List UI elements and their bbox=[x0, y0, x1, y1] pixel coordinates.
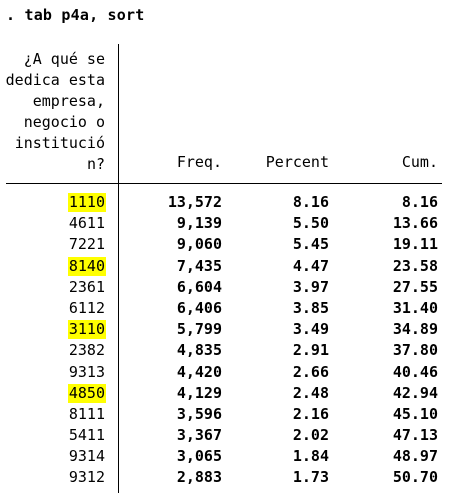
cum-column-header: Cum. bbox=[401, 153, 438, 171]
percent-cell: 2.02 bbox=[292, 426, 329, 445]
percent-cell: 5.45 bbox=[292, 235, 329, 254]
percent-cell: 3.49 bbox=[292, 320, 329, 339]
freq-cell: 3,596 bbox=[176, 404, 222, 423]
freq-column-header: Freq. bbox=[176, 153, 222, 171]
cum-cell: 40.46 bbox=[392, 362, 438, 381]
variable-label-line: negocio o bbox=[23, 113, 105, 131]
table-row: 1110 13,572 8.16 8.16 bbox=[0, 193, 470, 214]
percent-cell: 4.47 bbox=[292, 256, 329, 275]
variable-label-line: dedica esta bbox=[5, 71, 105, 89]
stata-command: . tab p4a, sort bbox=[6, 6, 145, 24]
category-code: 2361 bbox=[68, 277, 105, 296]
variable-label-line: ¿A qué se bbox=[23, 50, 105, 68]
cum-cell: 47.13 bbox=[392, 426, 438, 445]
freq-cell: 5,799 bbox=[176, 320, 222, 339]
percent-cell: 1.73 bbox=[292, 468, 329, 487]
freq-cell: 3,065 bbox=[176, 447, 222, 466]
cum-cell: 34.89 bbox=[392, 320, 438, 339]
column-separator-vertical bbox=[118, 44, 119, 493]
category-code: 9312 bbox=[68, 468, 105, 487]
cum-cell: 48.97 bbox=[392, 447, 438, 466]
table-row: 2361 6,604 3.97 27.55 bbox=[0, 278, 470, 299]
category-code: 9313 bbox=[68, 362, 105, 381]
category-code: 6112 bbox=[68, 298, 105, 317]
cum-cell: 31.40 bbox=[392, 298, 438, 317]
category-code: 5411 bbox=[68, 426, 105, 445]
percent-cell: 2.16 bbox=[292, 404, 329, 423]
table-row: 5411 3,367 2.02 47.13 bbox=[0, 426, 470, 447]
category-code: 4611 bbox=[68, 214, 105, 233]
table-row: 8140 7,435 4.47 23.58 bbox=[0, 256, 470, 278]
table-row: 4611 9,139 5.50 13.66 bbox=[0, 214, 470, 235]
percent-cell: 3.97 bbox=[292, 277, 329, 296]
freq-cell: 9,139 bbox=[176, 214, 222, 233]
freq-cell: 7,435 bbox=[176, 256, 222, 275]
cum-cell: 19.11 bbox=[392, 235, 438, 254]
freq-cell: 4,835 bbox=[176, 341, 222, 360]
frequency-table-body: 1110 13,572 8.16 8.16 4611 9,139 5.50 13… bbox=[0, 193, 470, 490]
freq-cell: 4,129 bbox=[176, 383, 222, 402]
table-row: 4850 4,129 2.48 42.94 bbox=[0, 383, 470, 405]
table-row: 6112 6,406 3.85 31.40 bbox=[0, 299, 470, 320]
freq-cell: 2,883 bbox=[176, 468, 222, 487]
percent-cell: 8.16 bbox=[292, 193, 329, 211]
table-row: 8111 3,596 2.16 45.10 bbox=[0, 405, 470, 426]
percent-cell: 5.50 bbox=[292, 214, 329, 233]
cum-cell: 13.66 bbox=[392, 214, 438, 233]
percent-cell: 2.66 bbox=[292, 362, 329, 381]
cum-cell: 50.70 bbox=[392, 468, 438, 487]
category-code: 8111 bbox=[68, 404, 105, 423]
freq-cell: 3,367 bbox=[176, 426, 222, 445]
freq-cell: 9,060 bbox=[176, 235, 222, 254]
table-row: 3110 5,799 3.49 34.89 bbox=[0, 320, 470, 341]
cum-cell: 27.55 bbox=[392, 277, 438, 296]
category-code: 9314 bbox=[68, 447, 105, 466]
cum-cell: 45.10 bbox=[392, 404, 438, 423]
freq-cell: 6,406 bbox=[176, 298, 222, 317]
freq-cell: 13,572 bbox=[167, 193, 222, 211]
table-row: 7221 9,060 5.45 19.11 bbox=[0, 235, 470, 256]
variable-label-line: empresa, bbox=[32, 92, 105, 110]
category-code: 3110 bbox=[67, 320, 106, 340]
variable-label-line: institució bbox=[14, 134, 105, 152]
category-code: 7221 bbox=[68, 235, 105, 254]
freq-cell: 6,604 bbox=[176, 277, 222, 296]
table-row: 9314 3,065 1.84 48.97 bbox=[0, 447, 470, 468]
variable-label-line: n? bbox=[86, 155, 105, 173]
table-row: 2382 4,835 2.91 37.80 bbox=[0, 341, 470, 362]
table-row: 9313 4,420 2.66 40.46 bbox=[0, 363, 470, 384]
percent-cell: 2.48 bbox=[292, 383, 329, 402]
cum-cell: 42.94 bbox=[392, 383, 438, 402]
table-row: 9312 2,883 1.73 50.70 bbox=[0, 468, 470, 489]
cum-cell: 8.16 bbox=[401, 193, 438, 211]
percent-cell: 1.84 bbox=[292, 447, 329, 466]
category-code: 2382 bbox=[68, 341, 105, 360]
header-separator-horizontal bbox=[6, 183, 442, 184]
category-code: 1110 bbox=[67, 193, 106, 212]
percent-cell: 3.85 bbox=[292, 298, 329, 317]
cum-cell: 37.80 bbox=[392, 341, 438, 360]
cum-cell: 23.58 bbox=[392, 256, 438, 275]
category-code: 4850 bbox=[67, 383, 106, 403]
percent-cell: 2.91 bbox=[292, 341, 329, 360]
percent-column-header: Percent bbox=[265, 153, 329, 171]
freq-cell: 4,420 bbox=[176, 362, 222, 381]
category-code: 8140 bbox=[67, 256, 106, 276]
